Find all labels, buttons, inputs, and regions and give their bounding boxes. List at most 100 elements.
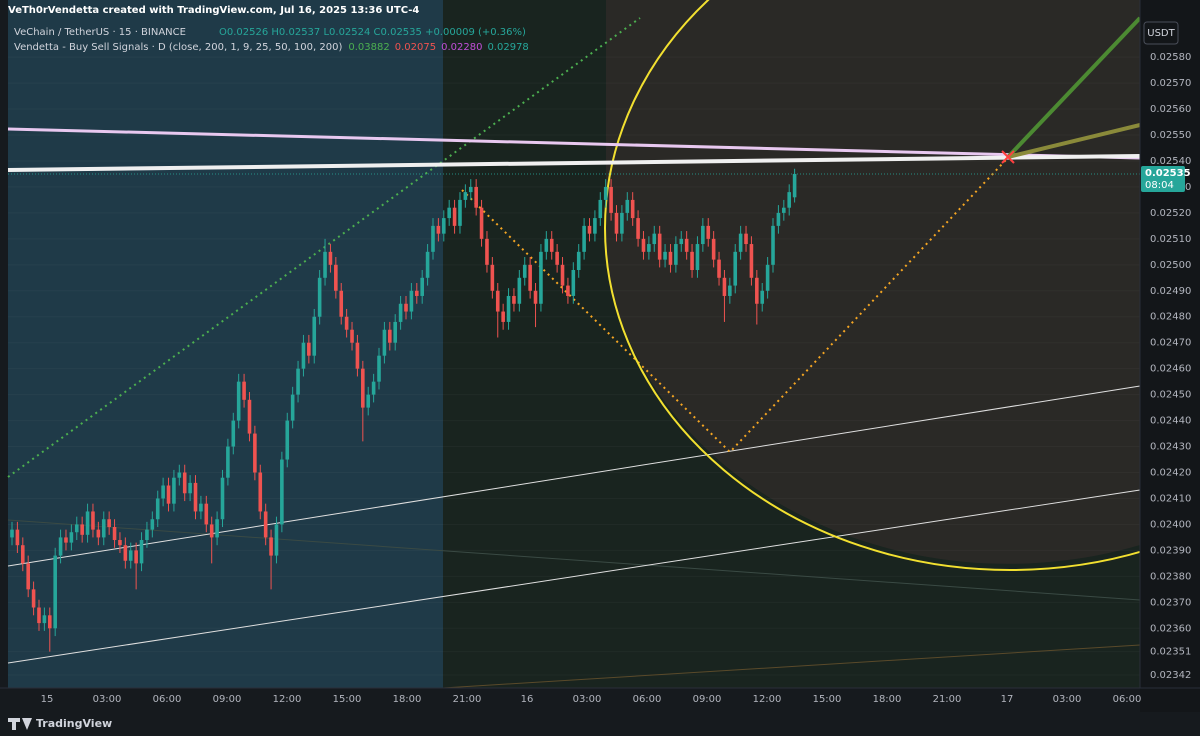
shaded-zone: [8, 0, 443, 688]
candle-body: [404, 303, 408, 312]
x-tick-label: 03:00: [573, 694, 602, 705]
candle-body: [150, 519, 155, 530]
candle-body: [253, 433, 257, 473]
candle-body: [603, 186, 608, 200]
candle-body: [312, 316, 317, 356]
projection: [1006, 16, 1142, 159]
x-tick-label: 21:00: [453, 694, 482, 705]
candle-body: [517, 277, 522, 304]
y-tick-label: 0.02500: [1150, 260, 1191, 271]
x-tick-label: 15:00: [333, 694, 362, 705]
candle-body: [123, 545, 128, 561]
currency: USDT: [1147, 28, 1175, 39]
y-tick-label: 0.02430: [1150, 442, 1191, 453]
symbol: VeChain / TetherUS · 15 · BINANCE: [14, 27, 186, 38]
countdown: 08:04: [1145, 180, 1174, 191]
candle-body: [749, 244, 754, 278]
candle-body: [85, 511, 90, 535]
x-tick-label: 17: [1001, 694, 1014, 705]
candle-body: [42, 615, 47, 624]
candle-body: [533, 290, 538, 304]
x-axis: 15 03:00 06:00 09:00 12:00 15:00 18:00 21:00 16 0…: [41, 694, 1142, 705]
candle-body: [539, 251, 543, 304]
candle-body: [679, 238, 684, 245]
candle-body: [625, 199, 630, 213]
plot-area: [7, 0, 1200, 689]
dotted-line: [7, 17, 641, 478]
trend-line: [7, 154, 1141, 172]
candle-body: [755, 277, 759, 304]
candle-body: [555, 251, 559, 265]
candle-body: [236, 381, 241, 421]
candle-body: [468, 186, 473, 193]
candle-body: [334, 264, 338, 291]
candle-body: [209, 524, 214, 538]
candle-body: [479, 207, 484, 239]
candle-body: [760, 290, 765, 304]
candle-body: [31, 589, 36, 608]
candle-body: [101, 519, 106, 538]
candle-body: [733, 251, 738, 286]
trend-line: [442, 644, 1141, 689]
candle-body: [474, 186, 478, 208]
candle-body: [317, 277, 322, 317]
x-tick-label: 03:00: [93, 694, 122, 705]
y-tick-label: 0.02570: [1150, 78, 1191, 89]
candle-body: [290, 394, 295, 421]
candle-body: [463, 192, 468, 200]
candle-body: [74, 524, 79, 533]
y-tick-label: 0.02580: [1150, 52, 1191, 63]
candle-body: [361, 368, 365, 408]
y-tick-label: 0.02360: [1150, 623, 1191, 634]
candle-body: [388, 329, 392, 343]
candle-body: [528, 264, 532, 291]
current-price: 0.02535: [1145, 168, 1191, 179]
candle-body: [344, 316, 349, 330]
candle-body: [393, 321, 398, 343]
candle-body: [247, 399, 252, 434]
indicator-value: 0.02075: [395, 42, 436, 53]
candle-body: [663, 251, 667, 260]
candle-body: [738, 233, 743, 252]
candle-body: [112, 527, 117, 541]
candle-body: [452, 207, 457, 226]
candle-body: [215, 519, 219, 538]
x-tick-label: 12:00: [753, 694, 782, 705]
candle-body: [674, 244, 678, 265]
y-tick-label: 0.02440: [1150, 416, 1191, 427]
candle-body: [296, 368, 300, 395]
candle-body: [355, 342, 360, 369]
candle-body: [690, 251, 694, 271]
candle-body: [339, 290, 344, 317]
y-tick-label: 0.02390: [1150, 545, 1191, 556]
footer: TradingView: [36, 717, 112, 730]
candle-body: [549, 238, 554, 252]
candle-body: [64, 537, 68, 543]
candle-body: [128, 550, 133, 561]
candle-body: [20, 545, 25, 564]
circle: [604, 0, 1200, 571]
candle-body: [139, 540, 144, 564]
candle-body: [614, 212, 619, 234]
candle-body: [701, 225, 705, 245]
candle-body: [728, 285, 732, 296]
candle-body: [765, 264, 770, 291]
candle-body: [414, 290, 419, 296]
y-tick-label: 0.02560: [1150, 104, 1191, 115]
candle-body: [609, 186, 613, 213]
y-tick-label: 0.02450: [1150, 390, 1191, 401]
candle-body: [199, 503, 203, 512]
y-tick-label: 0.02540: [1150, 156, 1191, 167]
candle-body: [371, 381, 376, 395]
candle-body: [172, 477, 176, 504]
candle-body: [118, 540, 122, 546]
candle-body: [771, 225, 775, 265]
candle-body: [582, 225, 586, 252]
candle-body: [636, 218, 640, 239]
x-tick-label: 09:00: [693, 694, 722, 705]
candle-body: [512, 295, 516, 304]
candle-body: [722, 277, 727, 296]
x-tick-label: 06:00: [153, 694, 182, 705]
candle-body: [274, 524, 279, 556]
